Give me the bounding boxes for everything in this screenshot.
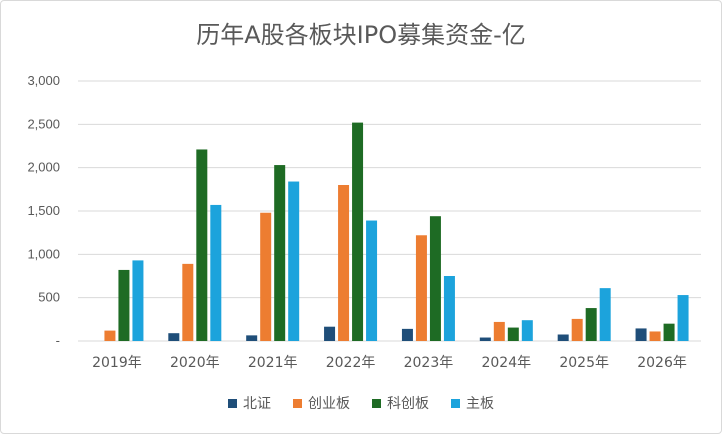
x-tick-label: 2020年: [170, 355, 220, 371]
bar: [210, 204, 222, 341]
bar: [366, 220, 378, 341]
bar: [493, 321, 505, 341]
bar: [677, 295, 689, 341]
y-tick-label: -: [56, 333, 60, 348]
bar: [635, 328, 647, 341]
x-tick-label: 2019年: [92, 355, 142, 371]
legend-item: 创业板: [293, 393, 350, 413]
legend-swatch: [293, 398, 302, 408]
legend-swatch: [451, 398, 460, 408]
bar: [571, 318, 583, 341]
bar: [260, 212, 272, 341]
y-tick-label: 3,000: [27, 73, 60, 88]
legend-item: 北证: [228, 393, 271, 413]
legend-label: 北证: [243, 396, 271, 412]
y-tick-label: 500: [38, 290, 60, 305]
x-tick-label: 2023年: [404, 355, 454, 371]
y-tick-label: 2,500: [27, 116, 60, 131]
bar: [429, 216, 441, 341]
bar: [104, 330, 116, 341]
bar: [246, 335, 258, 341]
bar: [507, 327, 519, 341]
bar: [557, 334, 569, 341]
bar: [443, 276, 455, 341]
bar: [274, 165, 286, 341]
y-tick-label: 2,000: [27, 160, 60, 175]
bar: [182, 263, 194, 341]
bar: [132, 260, 144, 341]
bar: [338, 185, 350, 341]
legend-label: 主板: [466, 396, 494, 412]
bar: [196, 149, 208, 341]
bar: [663, 323, 675, 341]
bar: [324, 326, 336, 341]
bar: [479, 337, 491, 341]
bar: [401, 328, 413, 341]
bar: [415, 235, 427, 341]
x-tick-label: 2024年: [481, 355, 531, 371]
bar: [352, 122, 364, 341]
x-tick-label: 2026年: [637, 355, 687, 371]
legend-swatch: [228, 398, 237, 408]
legend-item: 主板: [451, 393, 494, 413]
legend-label: 科创板: [387, 396, 429, 412]
bar: [168, 333, 180, 341]
x-tick-label: 2021年: [248, 355, 298, 371]
bar: [288, 181, 300, 341]
legend-label: 创业板: [308, 396, 350, 412]
y-tick-label: 1,000: [27, 246, 60, 261]
chart-legend: 北证 创业板 科创板 主板: [1, 393, 721, 413]
bar: [585, 308, 597, 341]
bar: [599, 288, 611, 341]
bar: [521, 320, 533, 341]
x-tick-label: 2025年: [559, 355, 609, 371]
legend-item: 科创板: [372, 393, 429, 413]
x-tick-label: 2022年: [326, 355, 376, 371]
y-tick-label: 1,500: [27, 203, 60, 218]
chart-title: 历年A股各板块IPO募集资金-亿: [196, 21, 526, 49]
bar: [649, 331, 661, 341]
bar: [118, 269, 130, 341]
legend-swatch: [372, 398, 381, 408]
